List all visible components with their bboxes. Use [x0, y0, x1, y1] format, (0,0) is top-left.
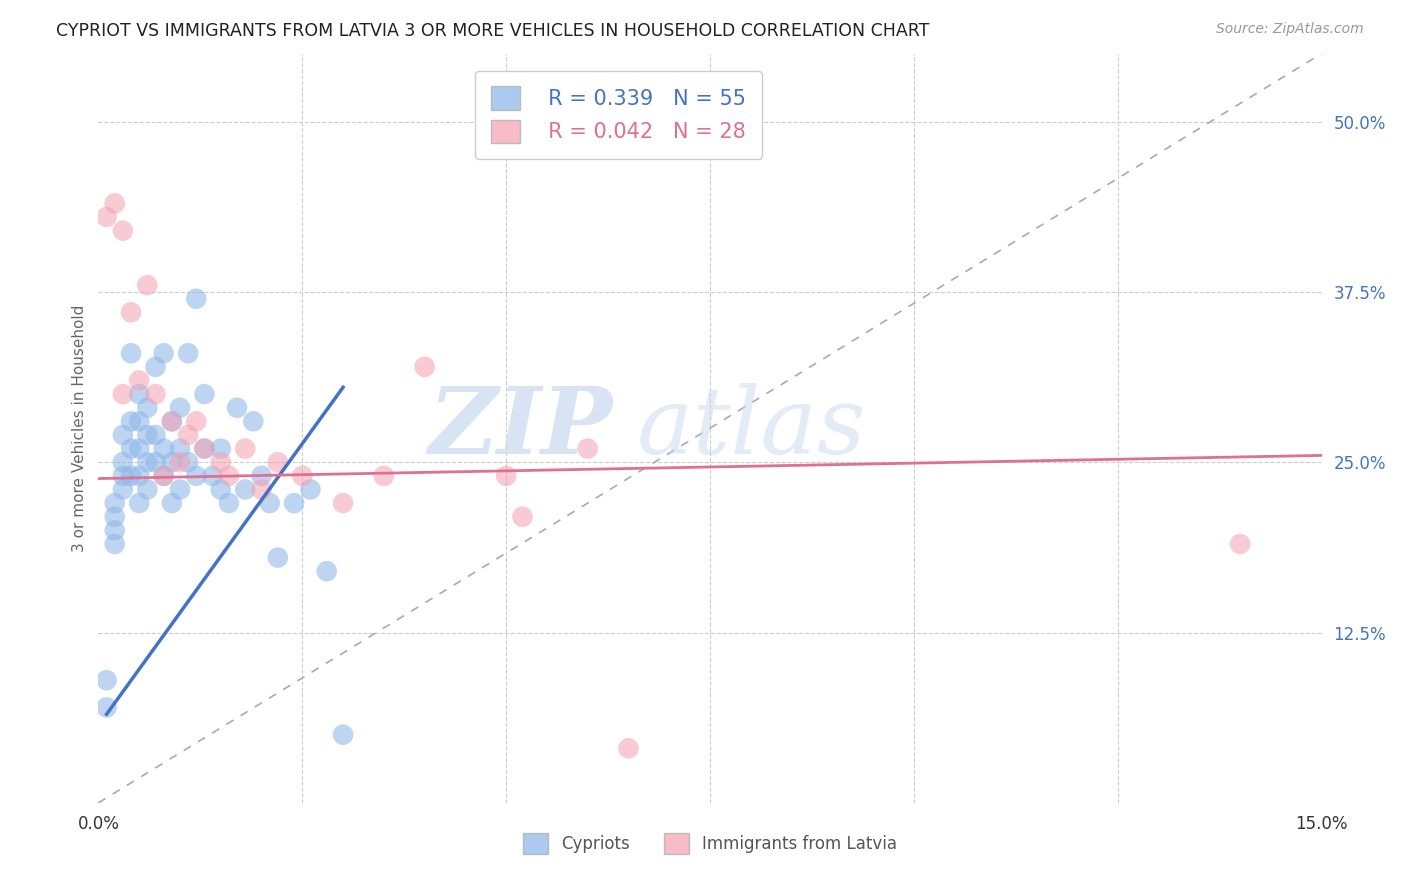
Point [495, 468, 517, 483]
Point [250, 483, 273, 497]
Point [160, 455, 183, 469]
Point [128, 414, 150, 428]
Point [120, 442, 142, 456]
Point [145, 455, 167, 469]
Point [136, 483, 159, 497]
Text: CYPRIOT VS IMMIGRANTS FROM LATVIA 3 OR MORE VEHICLES IN HOUSEHOLD CORRELATION CH: CYPRIOT VS IMMIGRANTS FROM LATVIA 3 OR M… [56, 22, 929, 40]
Point [128, 387, 150, 401]
Point [1229, 537, 1251, 551]
Point [169, 455, 191, 469]
Point [120, 468, 142, 483]
Point [111, 387, 134, 401]
Point [104, 509, 127, 524]
Point [169, 401, 191, 415]
Point [226, 401, 249, 415]
Point [152, 468, 174, 483]
Point [186, 292, 208, 306]
Point [96, 673, 118, 688]
Point [160, 414, 183, 428]
Legend: Cypriots, Immigrants from Latvia: Cypriots, Immigrants from Latvia [515, 825, 905, 862]
Point [111, 224, 134, 238]
Point [283, 496, 305, 510]
Point [128, 468, 150, 483]
Point [120, 414, 142, 428]
Point [160, 414, 183, 428]
Point [111, 468, 134, 483]
Point [209, 483, 232, 497]
Point [160, 496, 183, 510]
Y-axis label: 3 or more Vehicles in Household: 3 or more Vehicles in Household [72, 304, 87, 552]
Point [233, 483, 256, 497]
Point [233, 442, 256, 456]
Point [209, 455, 232, 469]
Point [299, 483, 322, 497]
Point [250, 468, 273, 483]
Point [128, 442, 150, 456]
Point [267, 455, 290, 469]
Point [373, 468, 395, 483]
Point [186, 468, 208, 483]
Point [267, 550, 290, 565]
Point [111, 428, 134, 442]
Point [128, 496, 150, 510]
Point [145, 359, 167, 374]
Point [413, 359, 436, 374]
Point [242, 414, 264, 428]
Point [128, 374, 150, 388]
Text: Source: ZipAtlas.com: Source: ZipAtlas.com [1216, 22, 1364, 37]
Point [111, 455, 134, 469]
Point [136, 455, 159, 469]
Point [315, 564, 337, 578]
Point [332, 728, 354, 742]
Point [152, 346, 174, 360]
Text: atlas: atlas [637, 384, 866, 473]
Point [193, 387, 215, 401]
Text: ZIP: ZIP [427, 384, 612, 473]
Point [136, 278, 159, 293]
Point [96, 700, 118, 714]
Point [201, 468, 224, 483]
Point [169, 483, 191, 497]
Point [120, 346, 142, 360]
Point [169, 442, 191, 456]
Point [332, 496, 354, 510]
Point [136, 401, 159, 415]
Point [145, 428, 167, 442]
Point [576, 442, 599, 456]
Point [177, 455, 200, 469]
Point [186, 414, 208, 428]
Point [104, 524, 127, 538]
Point [120, 305, 142, 319]
Point [96, 210, 118, 224]
Point [104, 196, 127, 211]
Point [218, 468, 240, 483]
Point [152, 468, 174, 483]
Point [259, 496, 281, 510]
Point [209, 442, 232, 456]
Point [111, 483, 134, 497]
Point [512, 509, 534, 524]
Point [104, 537, 127, 551]
Point [193, 442, 215, 456]
Point [145, 387, 167, 401]
Point [152, 442, 174, 456]
Point [291, 468, 314, 483]
Point [177, 346, 200, 360]
Point [218, 496, 240, 510]
Point [193, 442, 215, 456]
Point [617, 741, 640, 756]
Point [104, 496, 127, 510]
Point [177, 428, 200, 442]
Point [136, 428, 159, 442]
